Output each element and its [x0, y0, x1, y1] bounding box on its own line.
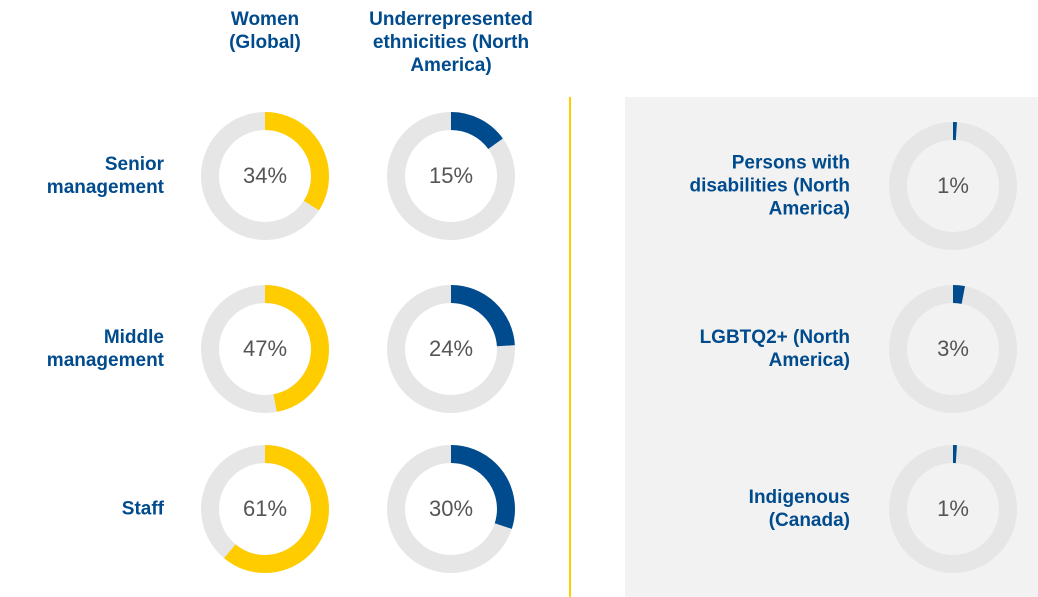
- donut-arc: [201, 445, 329, 573]
- donut-value-label: 61%: [242, 496, 288, 521]
- donut-value-label: 1%: [937, 173, 969, 198]
- divider: [569, 97, 571, 597]
- panel-background: [625, 97, 1038, 597]
- row-label: Staff: [121, 498, 164, 520]
- column-header: Underrepresented ethnicities (North Amer…: [369, 9, 533, 76]
- donut-value-label: 24%: [428, 336, 474, 361]
- donut-value-label: 30%: [428, 496, 474, 521]
- donut-arc: [387, 445, 515, 573]
- row-label: Indigenous (Canada): [748, 487, 850, 531]
- donut-value-label: 34%: [242, 163, 288, 188]
- column-header: Women (Global): [229, 9, 301, 53]
- donut-value-label: 15%: [428, 163, 474, 188]
- donut-arc: [387, 112, 515, 240]
- donut-arc: [387, 285, 515, 413]
- row-label: LGBTQ2+ (North America): [699, 327, 850, 371]
- row-label: Persons with disabilities (North America…: [689, 152, 850, 220]
- donut-arc: [889, 285, 1017, 413]
- donut-arc: [201, 285, 329, 413]
- row-label: Senior management: [46, 154, 164, 198]
- row-label: Middle management: [46, 327, 164, 371]
- donut-arc: [889, 445, 1017, 573]
- donut-arc: [889, 122, 1017, 250]
- donut-value-label: 1%: [937, 496, 969, 521]
- donut-value-label: 3%: [937, 336, 969, 361]
- donut-value-label: 47%: [242, 336, 288, 361]
- donut-arc: [201, 112, 329, 240]
